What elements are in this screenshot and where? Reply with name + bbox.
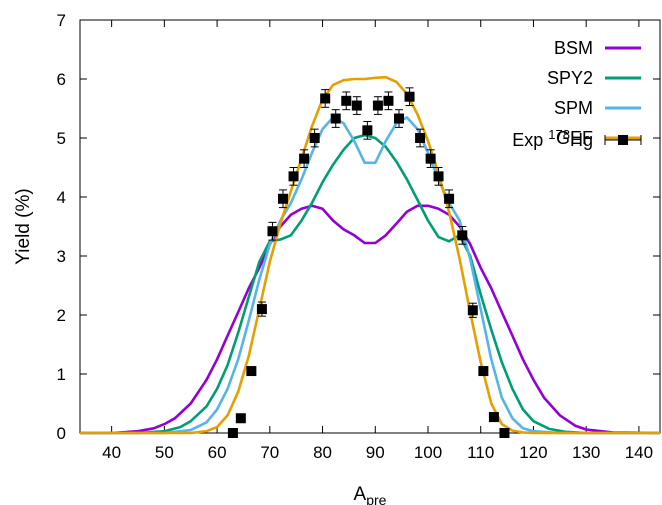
axes: 40 50 60 70 80 90 100 110 120 130 140 0 1 2 3 4 5 6 7 Apre Y… [13, 11, 661, 505]
x-axis-label: Apre [354, 484, 387, 505]
data-point [267, 226, 278, 237]
experimental-points [227, 87, 510, 438]
y-tick-label: 0 [57, 424, 66, 443]
data-point [362, 125, 373, 136]
series-line-spm [80, 116, 660, 435]
x-tick-label: 90 [366, 443, 385, 462]
data-point [488, 412, 499, 423]
x-tick-label: 70 [260, 443, 279, 462]
data-point [235, 413, 246, 424]
x-tick-label: 100 [414, 443, 442, 462]
data-point [383, 95, 394, 106]
y-tick-label: 5 [57, 129, 66, 148]
data-point [425, 153, 436, 164]
data-point [341, 95, 352, 106]
legend-exp-prefix: Exp [512, 130, 548, 150]
data-point [499, 428, 510, 438]
legend-exp-mass: 178 [548, 127, 570, 142]
y-axis-label: Yield (%) [13, 188, 34, 264]
data-point [320, 93, 331, 104]
x-tick-label: 50 [155, 443, 174, 462]
y-tick-label: 4 [57, 188, 66, 207]
y-tick-label: 3 [57, 247, 66, 266]
data-point [478, 366, 489, 377]
y-tick-label: 7 [57, 11, 66, 30]
legend-label-bsm: BSM [554, 38, 593, 58]
data-point [372, 100, 383, 111]
data-point [444, 193, 455, 204]
data-point [457, 230, 468, 241]
x-tick-label: 140 [625, 443, 653, 462]
data-point [246, 366, 257, 377]
x-tick-label: 110 [467, 443, 494, 462]
data-point [394, 113, 404, 124]
data-point [433, 171, 444, 182]
legend-swatch-exp-marker [618, 135, 628, 145]
x-tick-label: 120 [519, 443, 547, 462]
y-tick-label: 2 [57, 306, 66, 325]
data-point [256, 304, 267, 315]
data-point [415, 133, 426, 143]
x-tick-label: 130 [572, 443, 600, 462]
x-tick-label: 40 [102, 443, 121, 462]
legend-label-gef: GEF [556, 128, 593, 148]
y-tick-label: 6 [57, 70, 66, 89]
data-point [309, 133, 320, 143]
x-axis-label-subscript: pre [366, 492, 386, 505]
y-tick-label: 1 [57, 365, 66, 384]
data-point [351, 100, 362, 111]
data-point [227, 428, 238, 438]
data-point [288, 171, 299, 182]
plot-frame [79, 19, 661, 434]
legend-label-exp: Exp 178Hg [512, 127, 593, 150]
data-point [404, 91, 415, 102]
data-point [299, 153, 310, 164]
series-line-bsm [80, 204, 661, 435]
data-point [278, 193, 288, 204]
x-tick-label: 80 [313, 443, 332, 462]
x-tick-label: 60 [208, 443, 227, 462]
data-point [467, 305, 478, 316]
legend-exp-symbol: Hg [570, 130, 593, 150]
series-line-spy2 [80, 133, 660, 435]
legend-label-spm: SPM [554, 98, 593, 118]
data-point [330, 113, 341, 124]
legend-label-spy2: SPY2 [547, 68, 593, 88]
